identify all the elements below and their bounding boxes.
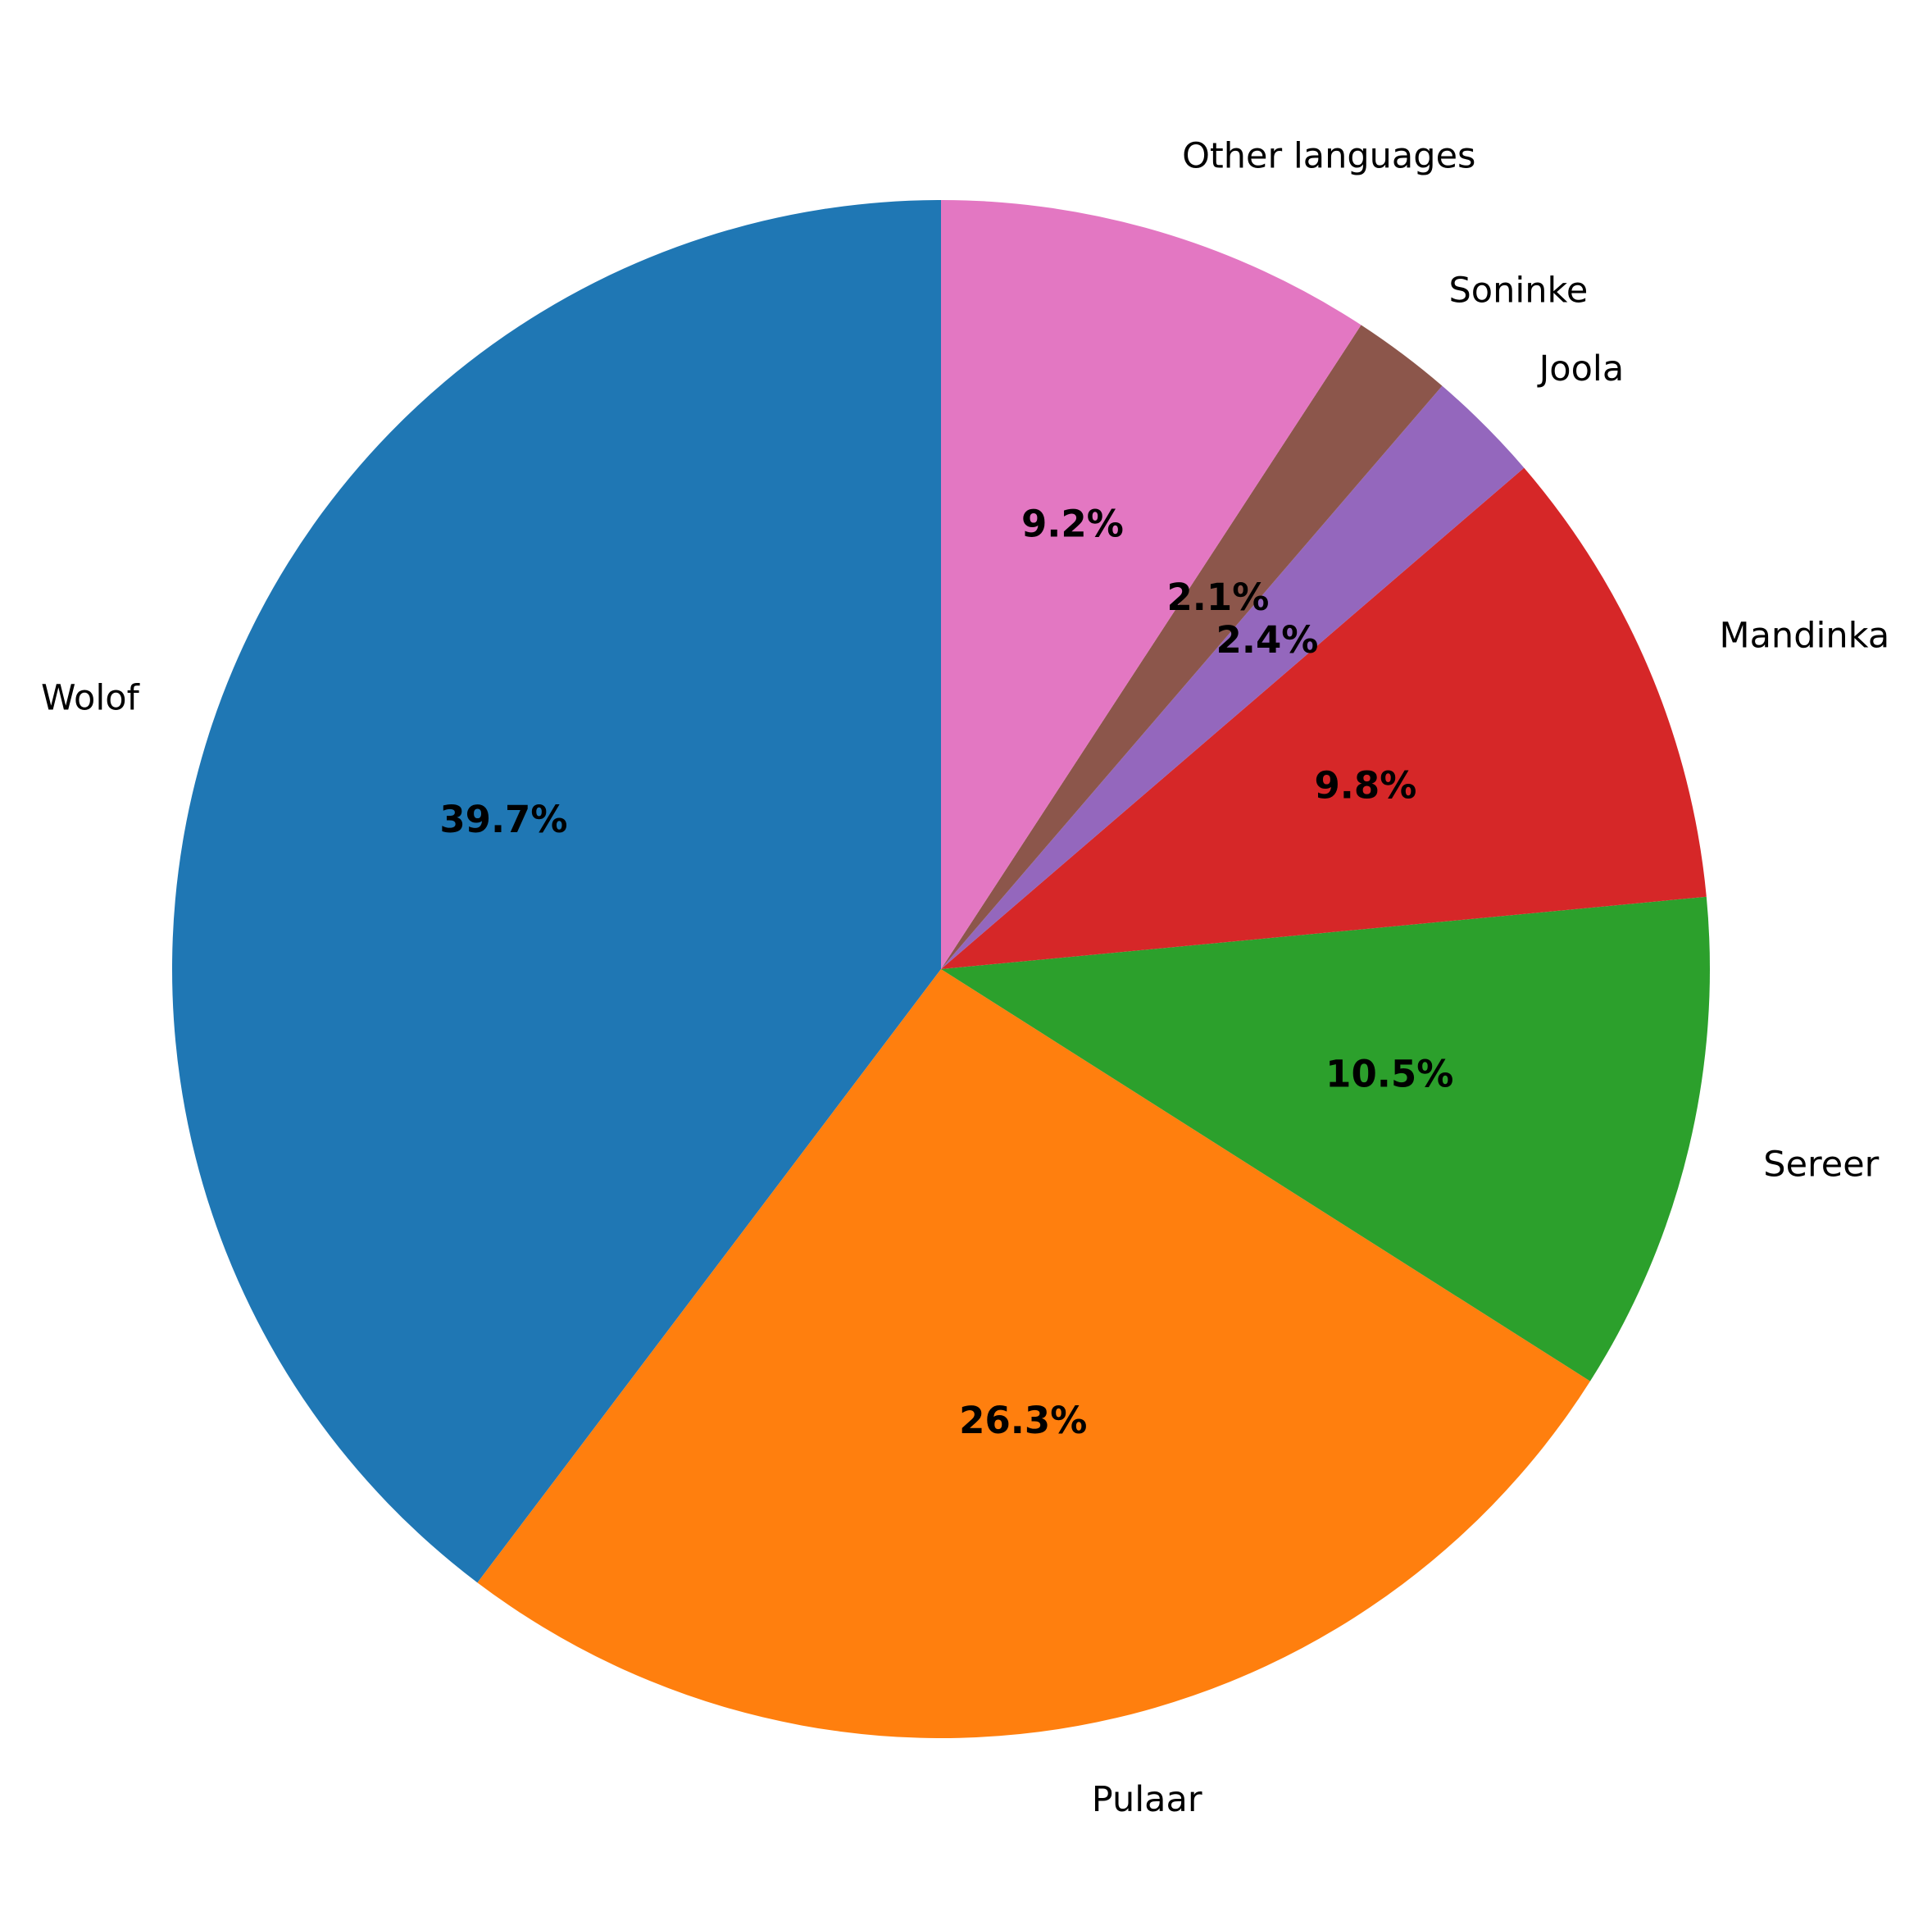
pie-slice: [941, 385, 1525, 970]
slice-value-label: 39.7%: [439, 798, 567, 841]
pie-slice: [941, 896, 1710, 1381]
pie-slice: [941, 467, 1707, 969]
slice-label: Mandinka: [1719, 616, 1889, 657]
slice-value-label: 9.8%: [1315, 764, 1417, 808]
slice-label: Sereer: [1763, 1144, 1879, 1185]
pie-slice: [941, 200, 1361, 969]
slice-label: Soninke: [1449, 270, 1589, 311]
slice-value-label: 10.5%: [1325, 1052, 1453, 1095]
slice-label: Joola: [1537, 348, 1625, 389]
pie-slice: [171, 200, 942, 1583]
slice-value-label: 9.2%: [1021, 503, 1124, 546]
pie-slice: [941, 325, 1443, 970]
slice-value-label: 2.1%: [1167, 576, 1270, 619]
slice-label: Wolof: [41, 677, 140, 718]
pie-slice: [477, 969, 1590, 1738]
slice-label: Other languages: [1182, 135, 1475, 176]
slice-label: Pulaar: [1092, 1779, 1202, 1820]
slice-value-label: 26.3%: [959, 1399, 1087, 1442]
slice-value-label: 2.4%: [1216, 618, 1319, 662]
